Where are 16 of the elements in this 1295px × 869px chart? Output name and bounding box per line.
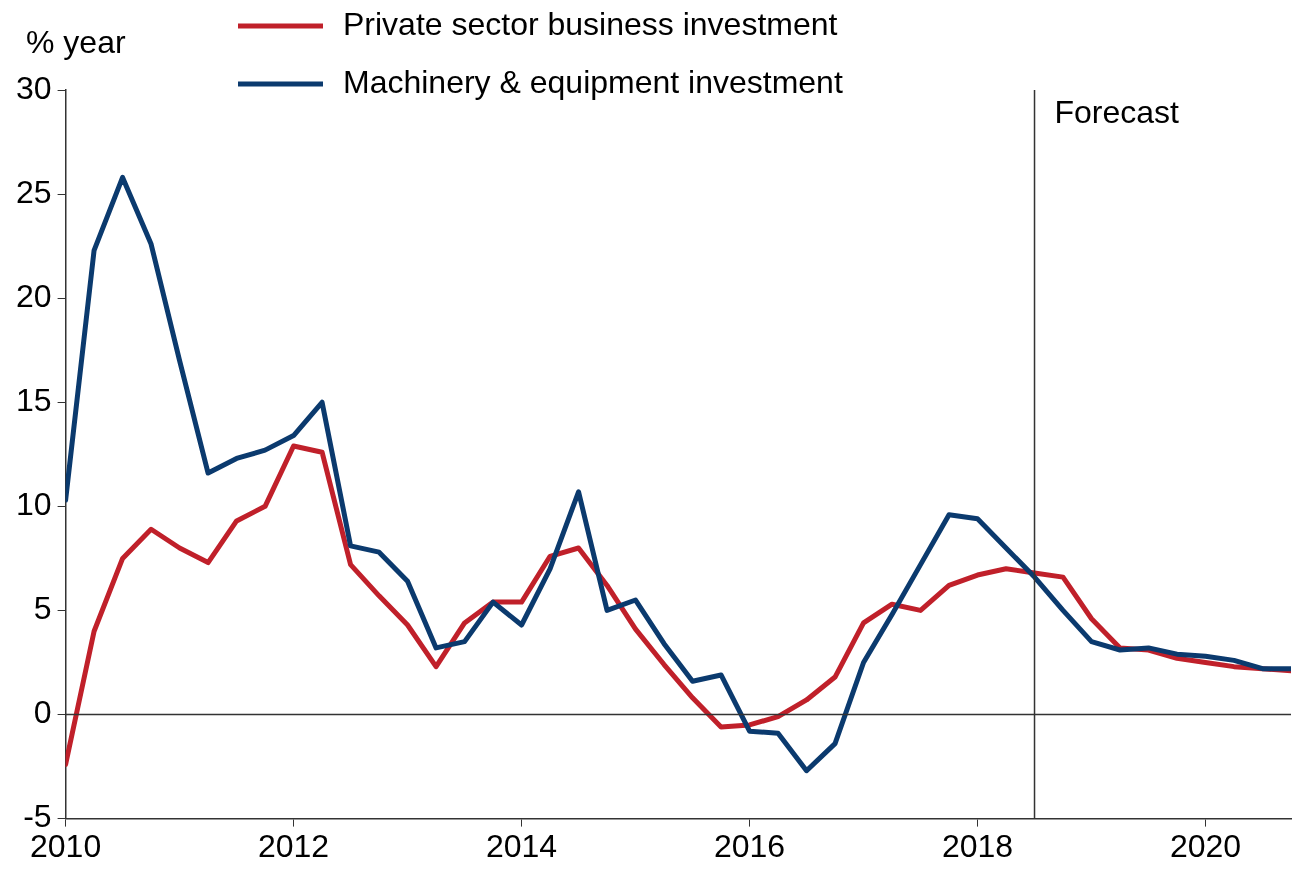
ref-line-label: Forecast: [1054, 93, 1180, 130]
y-tick-label: 0: [33, 694, 52, 731]
y-tick-label: 20: [16, 278, 52, 314]
y-axis-title: % year: [26, 23, 126, 60]
x-tick-label: 2014: [485, 827, 558, 864]
y-tick-label: 10: [16, 486, 52, 523]
x-tick-label: 2020: [1169, 827, 1242, 864]
y-tick-label: 15: [16, 382, 52, 419]
y-tick-label: 25: [16, 173, 52, 210]
y-tick-label: 5: [33, 590, 52, 627]
x-tick-label: 2016: [713, 827, 786, 864]
x-tick-label: 2018: [941, 827, 1014, 864]
legend-label: Private sector business investment: [343, 5, 838, 42]
legend-label: Machinery & equipment investment: [343, 63, 843, 100]
x-tick-label: 2012: [257, 827, 330, 864]
y-tick-label: 30: [16, 69, 52, 106]
